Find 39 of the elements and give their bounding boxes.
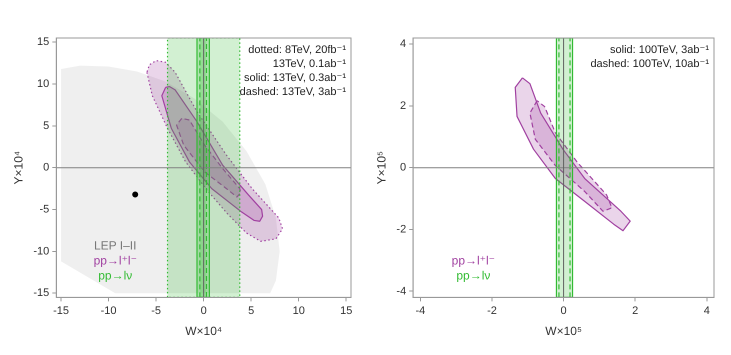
annotation: solid: 100TeV, 3ab⁻¹ — [610, 44, 710, 56]
annotation: solid: 13TeV, 0.3ab⁻¹ — [244, 72, 346, 84]
y-tick-label: 5 — [43, 120, 50, 132]
x-tick-label: 10 — [292, 305, 305, 318]
text: pp→l⁺l⁻ — [94, 254, 137, 268]
x-axis-title: W×10⁵ — [545, 324, 582, 338]
x-axis-title: W×10⁴ — [185, 324, 222, 338]
x-tick-label: 2 — [632, 305, 638, 318]
annotation: dotted: 8TeV, 20fb⁻¹ — [248, 44, 346, 56]
y-tick-label: 2 — [400, 100, 406, 112]
y-tick-label: -4 — [396, 285, 406, 298]
x-tick-label: -2 — [487, 305, 497, 318]
series-label: LEP I–II — [94, 238, 136, 253]
y-tick-label: -15 — [33, 287, 50, 300]
y-tick-label: 10 — [37, 78, 50, 90]
x-tick-label: -15 — [53, 305, 70, 318]
annotation: dashed: 100TeV, 10ab⁻¹ — [590, 58, 710, 70]
y-axis-title: Y×10⁴ — [12, 150, 26, 184]
x-tick-label: 0 — [560, 305, 567, 318]
text: pp→lν — [98, 268, 132, 283]
y-tick-label: 0 — [400, 162, 406, 174]
y-tick-label: 4 — [400, 38, 406, 50]
annotation: dashed: 13TeV, 3ab⁻¹ — [240, 86, 346, 98]
x-tick-label: -10 — [100, 305, 117, 318]
y-tick-label: -5 — [40, 204, 50, 216]
x-tick-label: -5 — [151, 305, 162, 318]
text: pp→lν — [456, 268, 490, 283]
y-tick-label: 0 — [43, 162, 50, 174]
text: pp→l⁺l⁻ — [452, 254, 496, 268]
x-tick-label: -4 — [415, 305, 426, 318]
y-tick-label: -2 — [396, 223, 406, 236]
y-axis-title: Y×10⁵ — [374, 151, 389, 184]
y-tick-label: -10 — [33, 245, 50, 258]
x-tick-label: 15 — [340, 305, 352, 318]
y-tick-label: 15 — [37, 36, 50, 48]
x-tick-label: 0 — [200, 305, 207, 318]
x-tick-label: 5 — [248, 305, 254, 318]
annotation: 13TeV, 0.1ab⁻¹ — [272, 58, 346, 70]
x-tick-label: 4 — [704, 305, 710, 318]
